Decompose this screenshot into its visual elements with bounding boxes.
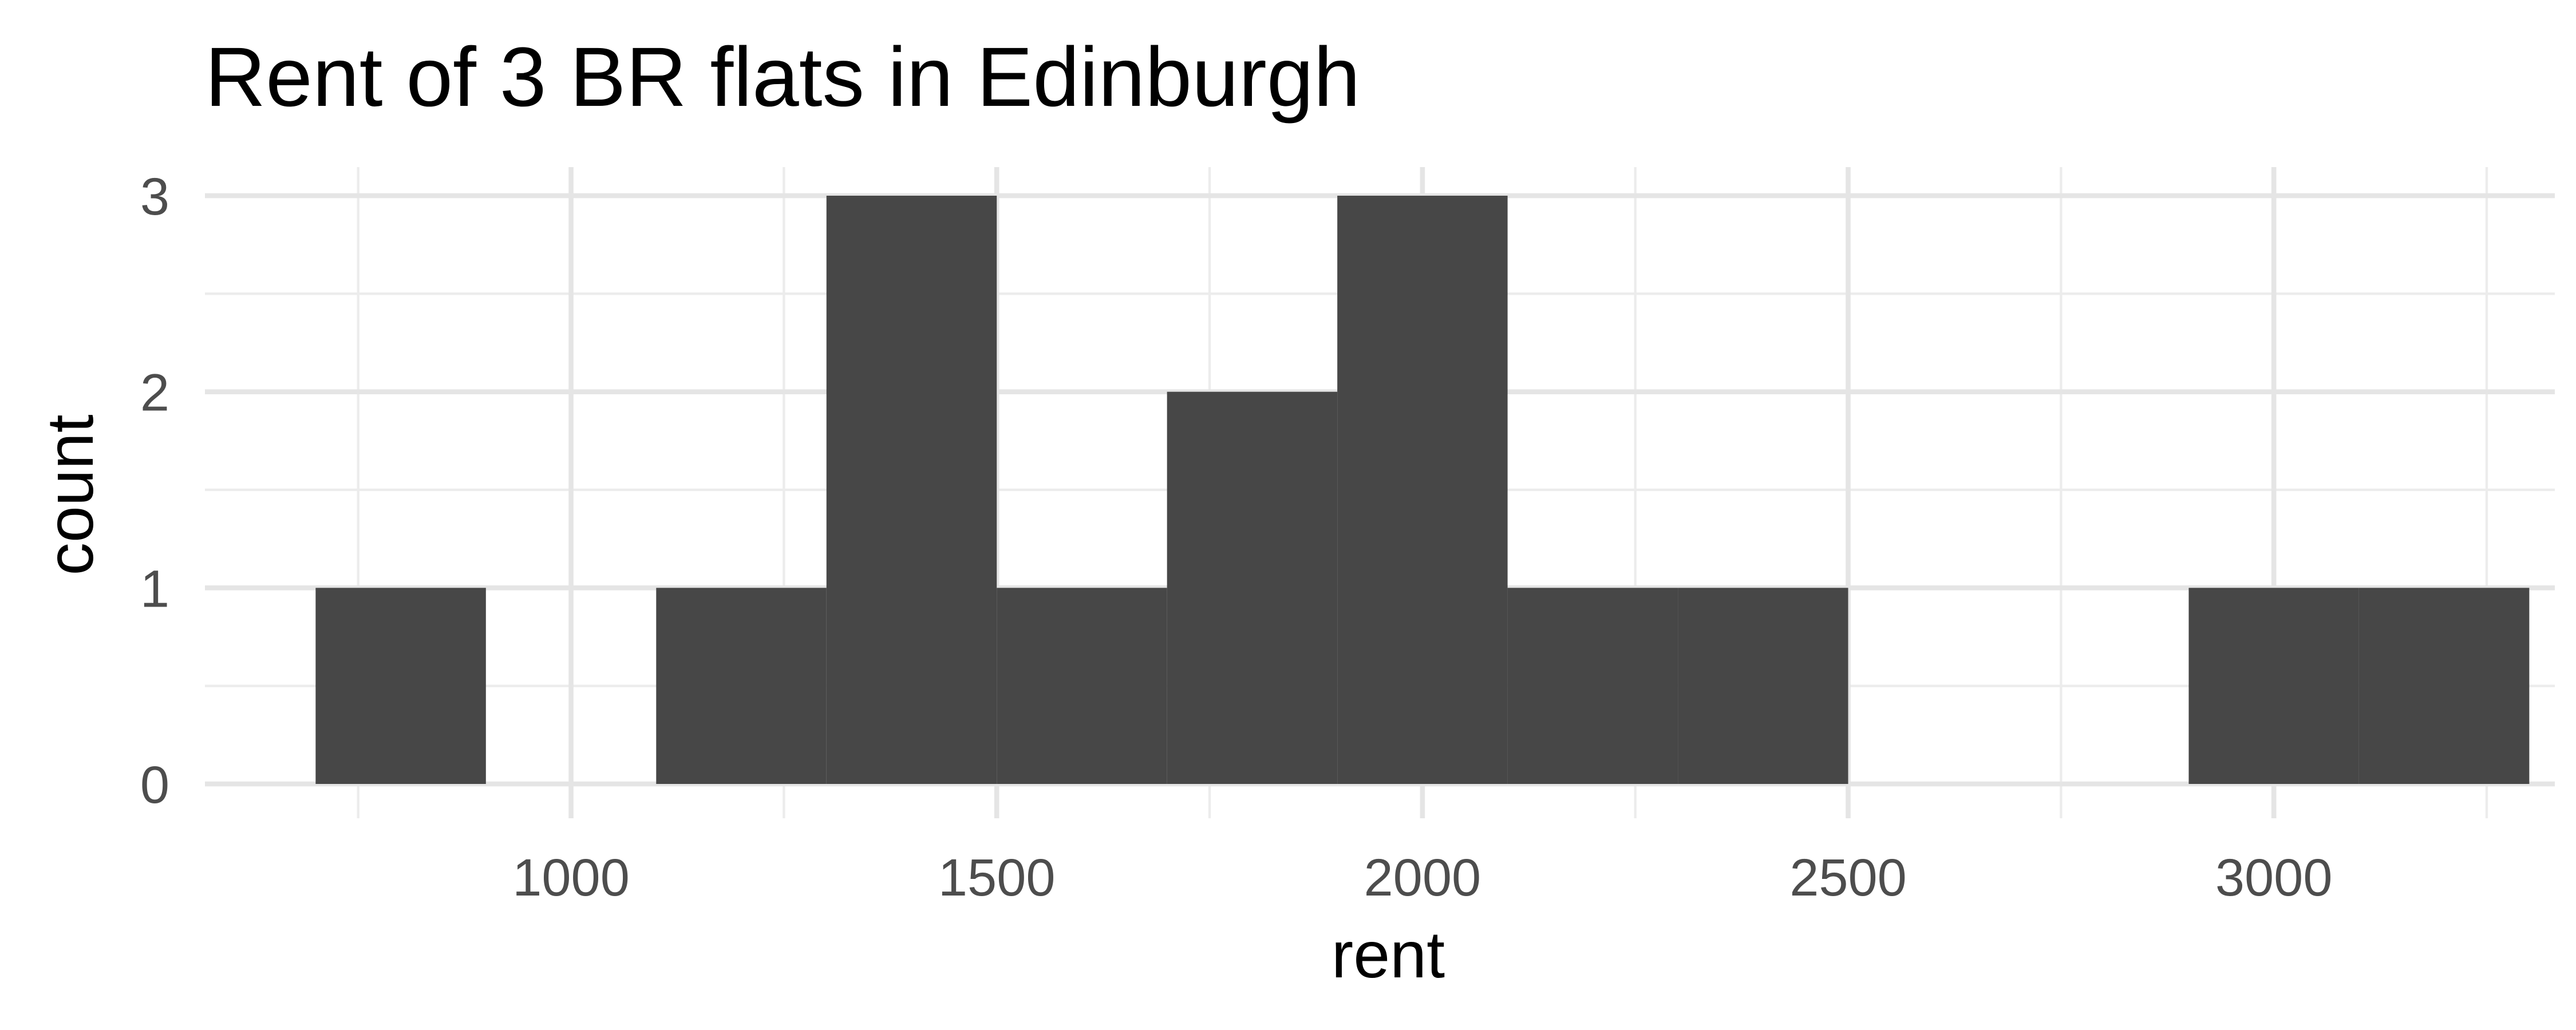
histogram-bar — [656, 588, 827, 784]
x-tick-label: 2500 — [1789, 849, 1907, 907]
histogram-bar — [1167, 391, 1338, 784]
y-tick-label: 0 — [140, 756, 169, 814]
y-axis-title: count — [34, 414, 107, 575]
histogram-bar — [1678, 588, 1848, 784]
x-axis-title: rent — [1332, 918, 1445, 992]
histogram-bar — [997, 588, 1167, 784]
chart-title: Rent of 3 BR flats in Edinburgh — [205, 30, 1360, 124]
y-tick-label: 2 — [140, 364, 169, 422]
histogram-bar — [826, 196, 997, 784]
histogram-bar — [1337, 196, 1508, 784]
x-tick-label: 1500 — [938, 849, 1056, 907]
histogram-bar — [1507, 588, 1678, 784]
tick-labels: 1000 1500 2000 2500 3000 0 1 2 3 — [140, 168, 2333, 907]
x-tick-label: 3000 — [2215, 849, 2333, 907]
y-tick-label: 1 — [140, 560, 169, 618]
histogram-bar — [2358, 588, 2530, 784]
histogram-bar — [315, 588, 486, 784]
histogram-bar — [2188, 588, 2359, 784]
histogram-bars — [315, 196, 2530, 784]
x-tick-label: 1000 — [512, 849, 630, 907]
x-tick-label: 2000 — [1364, 849, 1481, 907]
y-tick-label: 3 — [140, 168, 169, 226]
